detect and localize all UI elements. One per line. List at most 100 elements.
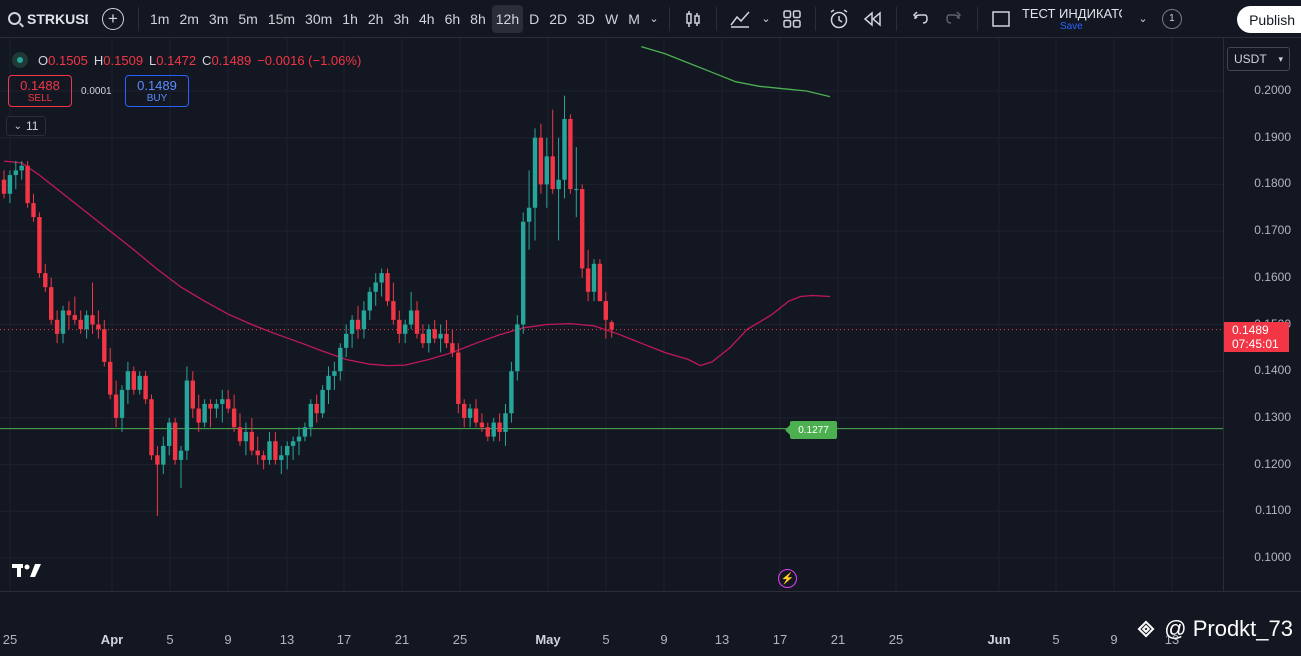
timeframe-30m[interactable]: 30m	[305, 10, 333, 27]
toolbar-divider	[715, 6, 717, 31]
candle-body	[84, 315, 89, 330]
timeframe-w[interactable]: W	[605, 10, 619, 27]
candle-body	[296, 436, 302, 442]
candle-body	[302, 427, 308, 437]
layout-chevron-icon[interactable]: ⌄	[1138, 13, 1148, 25]
candle-body	[184, 380, 190, 451]
candle-body	[467, 408, 473, 418]
buy-label: BUY	[146, 93, 168, 104]
candle-body	[226, 399, 231, 409]
time-axis[interactable]	[0, 591, 1301, 656]
timeframe-1m[interactable]: 1m	[150, 10, 170, 27]
timeframe-2h[interactable]: 2h	[367, 10, 384, 27]
candle-body	[355, 319, 361, 330]
candle-body	[485, 427, 490, 437]
candle-body	[37, 217, 42, 274]
redo-icon[interactable]	[937, 4, 971, 34]
candle-body	[344, 333, 349, 348]
timeframe-5m[interactable]: 5m	[238, 10, 258, 27]
timeframe-d[interactable]: D	[529, 10, 540, 27]
market-status-icon[interactable]	[12, 52, 28, 68]
symbol-search[interactable]: STRKUSDT	[0, 0, 88, 38]
candle-body	[462, 403, 467, 418]
time-tick-label: 9	[224, 632, 232, 647]
timeframe-1h[interactable]: 1h	[342, 10, 358, 27]
low-value: 0.1472	[156, 52, 197, 68]
timeframe-3m[interactable]: 3m	[208, 10, 229, 27]
candles-chart-type-icon[interactable]	[676, 4, 710, 34]
sell-price: 0.1488	[20, 78, 60, 93]
indicators-toggle-button[interactable]: ⌄ 11	[6, 116, 46, 136]
time-tick-label: 21	[394, 632, 410, 647]
toolbar-divider	[668, 6, 670, 31]
timeframe-3h[interactable]: 3h	[393, 10, 410, 27]
lightning-event-icon[interactable]: ⚡	[778, 569, 797, 588]
layout-grid-icon[interactable]	[775, 4, 809, 34]
indicators-chevron-icon[interactable]: ⌄	[761, 13, 771, 25]
candle-body	[119, 389, 125, 418]
publish-button[interactable]: Publish	[1237, 6, 1301, 33]
compare-symbol-button[interactable]: +	[102, 7, 124, 30]
candle-body	[25, 165, 30, 204]
timeframe-2d[interactable]: 2D	[549, 10, 568, 27]
time-tick-label: 21	[830, 632, 846, 647]
change-value: −0.0016 (−1.06%)	[257, 52, 362, 68]
timeframe-3d[interactable]: 3D	[577, 10, 596, 27]
candle-body	[609, 322, 614, 330]
candle-body	[54, 319, 60, 334]
candle-body	[438, 333, 443, 339]
horizontal-line-label[interactable]: 0.1277	[785, 421, 837, 439]
bar-countdown: 07:45:01	[1232, 337, 1279, 351]
timeframe-8h[interactable]: 8h	[470, 10, 486, 27]
candle-body	[131, 371, 136, 390]
replay-rewind-icon[interactable]	[856, 4, 890, 34]
price-chart[interactable]	[0, 38, 1223, 591]
chart-pane[interactable]	[0, 38, 1223, 591]
indicators-icon[interactable]	[723, 4, 757, 34]
candle-body	[49, 287, 54, 320]
candle-body	[603, 301, 608, 320]
time-tick-label: 13	[714, 632, 730, 647]
buy-button[interactable]: 0.1489 BUY	[125, 75, 189, 107]
tradingview-logo[interactable]	[12, 562, 44, 583]
undo-icon[interactable]	[903, 4, 937, 34]
timeframe-12h[interactable]: 12h	[491, 4, 524, 33]
layout-square-icon[interactable]	[984, 4, 1018, 34]
candle-body	[509, 371, 514, 414]
timeframe-4h[interactable]: 4h	[419, 10, 435, 27]
alert-clock-icon[interactable]	[822, 4, 856, 34]
price-axis[interactable]: 0.20000.19000.18000.17000.16000.15000.14…	[1223, 38, 1301, 591]
price-tick-label: 0.2000	[1254, 83, 1291, 97]
candle-body	[503, 413, 508, 432]
candle-body	[273, 441, 278, 460]
candle-body	[479, 422, 485, 428]
timeframe-more-chevron-icon[interactable]: ⌄	[649, 13, 659, 25]
symbol-name: STRKUSDT	[27, 10, 88, 27]
candle-body	[96, 324, 101, 330]
candle-body	[473, 408, 479, 423]
timeframe-6h[interactable]: 6h	[444, 10, 461, 27]
high-value: 0.1509	[103, 52, 144, 68]
candle-body	[196, 408, 201, 423]
candle-body	[31, 203, 36, 218]
time-tick-label: Apr	[100, 632, 124, 647]
currency-selector[interactable]: USDT ▾	[1227, 47, 1290, 71]
sell-button[interactable]: 0.1488 SELL	[8, 75, 72, 107]
timeframe-15m[interactable]: 15m	[267, 10, 296, 27]
candle-body	[379, 273, 384, 283]
timeframe-m[interactable]: M	[628, 10, 640, 27]
timeframe-2m[interactable]: 2m	[179, 10, 199, 27]
candle-body	[7, 175, 13, 194]
notification-badge[interactable]: 1	[1161, 8, 1182, 29]
candle-body	[550, 156, 555, 190]
candle-body	[538, 137, 544, 185]
price-tick-label: 0.1700	[1254, 223, 1291, 238]
price-tick-label: 0.1900	[1254, 129, 1291, 144]
candle-body	[332, 371, 337, 376]
time-tick-label: 5	[602, 632, 610, 647]
candle-body	[149, 399, 154, 456]
time-tick-label: 9	[1110, 632, 1118, 647]
candle-body	[408, 310, 414, 325]
layout-name[interactable]: ТЕСТ ИНДИКАТОР Save	[1022, 6, 1134, 32]
candle-body	[285, 445, 290, 456]
